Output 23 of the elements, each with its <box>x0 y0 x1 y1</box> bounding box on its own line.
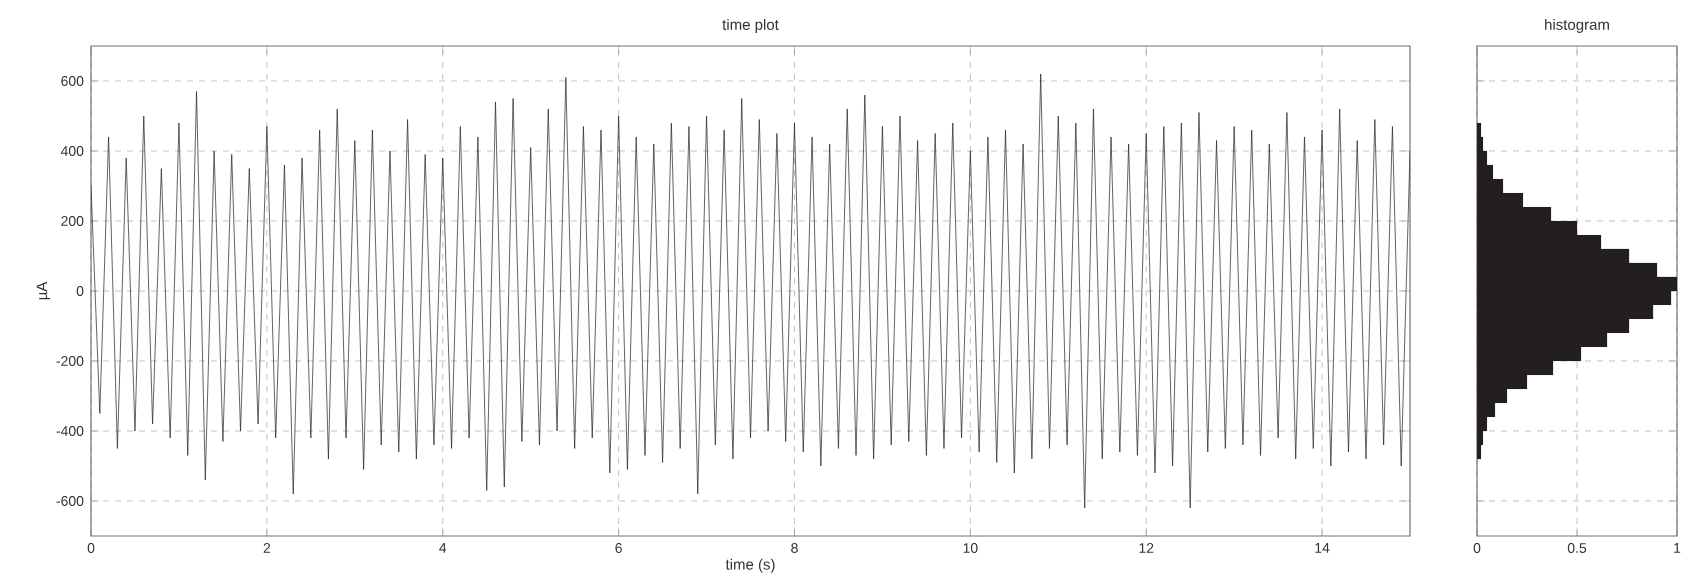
x-tick-label: 1 <box>1674 543 1681 553</box>
x-tick-label: 12 <box>1139 543 1154 553</box>
y-tick-label: 200 <box>61 216 84 226</box>
y-tick-label: -200 <box>56 356 84 366</box>
y-tick-label: 0 <box>76 286 84 296</box>
y-tick-label: 600 <box>61 76 84 86</box>
x-tick-label: 4 <box>439 543 447 553</box>
y-axis-title: µA <box>36 281 51 300</box>
line-series <box>91 73 1411 509</box>
x-tick-label: 14 <box>1315 543 1330 553</box>
x-tick-label: 0 <box>87 543 95 553</box>
y-tick-label: -600 <box>56 496 84 506</box>
x-axis-title: time (s) <box>725 558 775 573</box>
chart-title: histogram <box>1545 18 1609 33</box>
x-tick-label: 0.5 <box>1567 543 1587 553</box>
chart-title: time plot <box>722 18 779 33</box>
y-tick-label: 400 <box>60 146 84 156</box>
y-tick-label: -400 <box>56 426 84 436</box>
x-tick-label: 0 <box>1473 543 1481 553</box>
x-tick-label: 8 <box>791 543 798 553</box>
x-tick-label: 10 <box>963 543 978 553</box>
x-tick-label: 2 <box>263 543 271 553</box>
x-tick-label: 6 <box>615 543 622 553</box>
